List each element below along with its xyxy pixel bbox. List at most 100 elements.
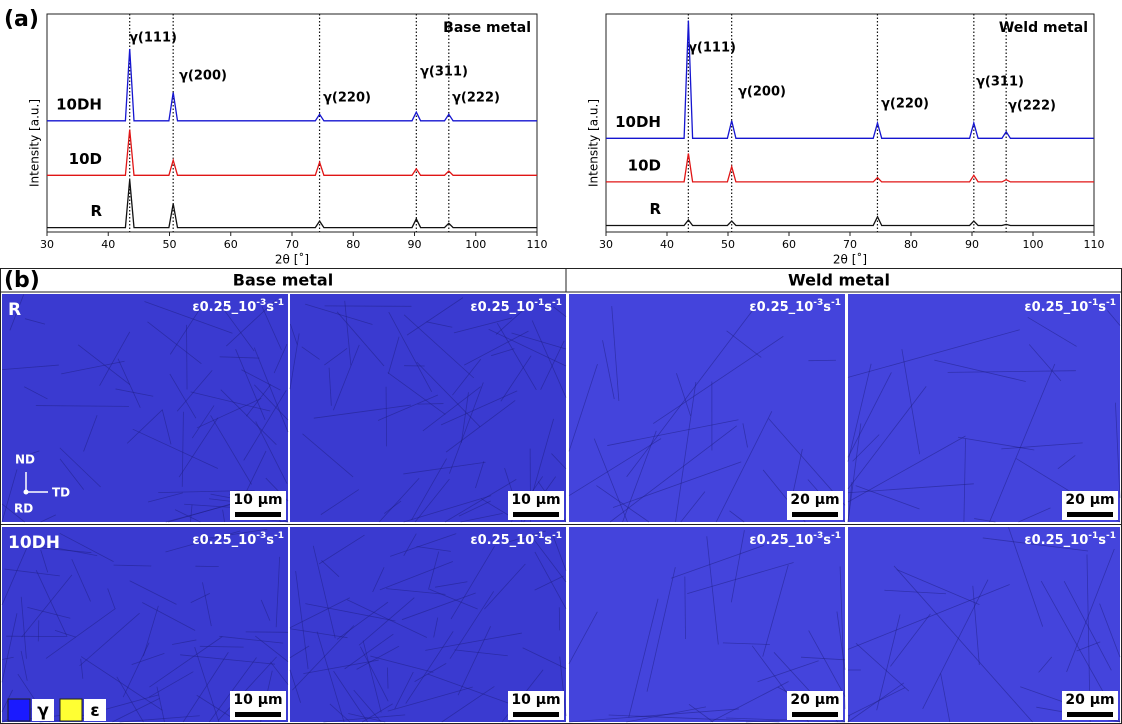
boundary [246, 384, 272, 417]
x-tick-label: 60 [224, 238, 238, 251]
boundary [745, 719, 793, 723]
map-background [290, 527, 566, 722]
series-label: R [649, 200, 661, 218]
unit-exponent: -1 [552, 531, 562, 541]
boundary [522, 647, 567, 670]
boundary [963, 438, 966, 523]
boundary [422, 386, 481, 432]
axis-label: ND [15, 453, 35, 467]
boundary [475, 461, 485, 489]
boundary [425, 632, 522, 651]
boundary [893, 565, 1033, 723]
boundary [722, 642, 770, 645]
boundary [390, 533, 457, 557]
boundary [1099, 603, 1121, 658]
boundary [129, 580, 177, 605]
boundary [768, 418, 846, 506]
scale-bar [513, 512, 559, 517]
boundary [40, 549, 49, 573]
boundary [174, 509, 201, 523]
unit-exponent: -1 [831, 531, 841, 541]
boundary [1, 613, 18, 683]
boundary [847, 363, 872, 462]
corner-title: Weld metal [999, 20, 1088, 36]
boundary [922, 579, 989, 709]
boundary [35, 405, 129, 407]
boundary [344, 300, 352, 366]
rate-exponent: -1 [534, 298, 544, 308]
strain-label: ε0.25_10-1s-1 [470, 531, 562, 548]
row-label: 10DH [8, 533, 60, 553]
boundary [675, 381, 697, 523]
boundary [161, 409, 172, 445]
boundary [687, 562, 794, 595]
boundary [611, 306, 620, 402]
strain-label: ε0.25_10-3s-1 [749, 531, 841, 548]
boundary [394, 671, 414, 709]
boundary [449, 382, 484, 474]
unit: s [266, 533, 274, 548]
scale-bar-label: 10 μm [511, 492, 560, 508]
boundary [289, 628, 348, 639]
boundary [454, 649, 508, 657]
boundary [847, 386, 927, 490]
boundary [362, 640, 382, 713]
boundary [77, 344, 131, 385]
boundary [37, 620, 40, 642]
map-background [569, 527, 845, 722]
strain-label: ε0.25_10-1s-1 [1024, 531, 1116, 548]
boundary [847, 372, 892, 458]
boundary [289, 333, 300, 390]
boundary [457, 626, 491, 696]
boundary [676, 373, 692, 417]
boundary [165, 502, 238, 523]
unit: s [1098, 300, 1106, 315]
boundary [190, 391, 271, 412]
rate-exponent: -1 [534, 531, 544, 541]
boundary [169, 306, 202, 355]
boundary [216, 299, 255, 352]
boundary [303, 659, 379, 675]
legend-label: γ [37, 701, 49, 721]
boundary [295, 570, 309, 670]
boundary [429, 588, 478, 610]
boundary [156, 686, 165, 723]
boundary [458, 500, 491, 517]
boundary [729, 510, 745, 523]
scale-bar-label: 10 μm [511, 692, 560, 708]
strain: ε0.25_10 [1024, 300, 1088, 315]
x-axis-label: 2θ [˚] [833, 252, 867, 267]
y-axis-label: Intensity [a.u.] [587, 99, 601, 187]
unit: s [823, 300, 831, 315]
boundary [444, 479, 517, 523]
rate-exponent: -3 [813, 298, 823, 308]
series-label: 10D [628, 156, 661, 174]
boundary [54, 629, 76, 638]
boundary [17, 450, 40, 459]
boundary [59, 458, 85, 490]
series-line [47, 48, 537, 122]
series-line [606, 215, 1094, 227]
boundary [453, 317, 513, 334]
boundary [27, 606, 71, 619]
map-image [568, 527, 846, 723]
boundary [194, 528, 268, 541]
boundary [36, 543, 98, 556]
peak-label: γ(111) [129, 31, 177, 46]
boundary [403, 461, 486, 475]
x-tick-label: 110 [527, 238, 548, 251]
boundary [219, 356, 260, 359]
boundary [378, 477, 420, 523]
boundary [847, 423, 862, 523]
boundary [321, 560, 340, 578]
peak-label: γ(200) [179, 69, 227, 84]
scale-bar [792, 512, 838, 517]
x-tick-label: 30 [599, 238, 613, 251]
series-label: 10DH [56, 95, 102, 113]
boundary [568, 611, 598, 664]
scale-bar [513, 712, 559, 717]
boundary [1, 469, 18, 523]
boundary [433, 617, 439, 638]
x-tick-label: 70 [843, 238, 857, 251]
series-label: 10D [69, 150, 102, 168]
